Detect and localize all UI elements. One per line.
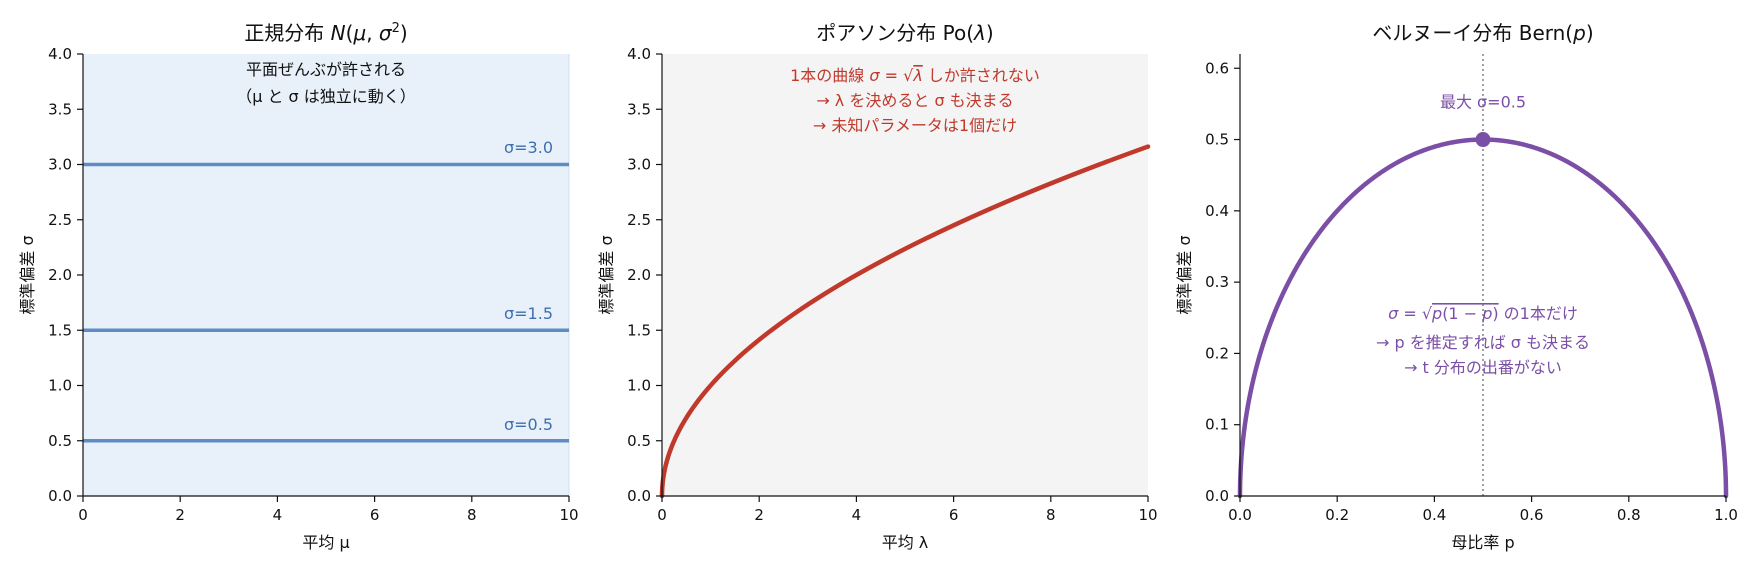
panel3-x-label: 母比率 p: [1451, 533, 1514, 552]
panel1-lines: [83, 162, 569, 443]
y-tick-label: 0.3: [1205, 273, 1229, 291]
y-tick-label: 0.0: [627, 487, 651, 505]
x-tick-label: 8: [467, 506, 477, 524]
panel-normal: σ=3.0 σ=1.5 σ=0.5 平面ぜんぶが許される （μ と σ は独立に…: [18, 21, 579, 552]
x-tick-label: 0.4: [1422, 506, 1446, 524]
y-tick-label: 2.0: [48, 266, 72, 284]
panel2-y-ticks: 0.0 0.5 1.0 1.5 2.0 2.5 3.0 3.5 4.0: [627, 45, 662, 505]
x-tick-label: 0.6: [1520, 506, 1544, 524]
panel2-x-ticks: 0 2 4 6 8 10: [657, 496, 1158, 524]
y-tick-label: 0.1: [1205, 416, 1229, 434]
series-label-sigma-0.5: σ=0.5: [504, 415, 553, 434]
panel1-x-ticks: 0 2 4 6 8 10: [78, 496, 579, 524]
panel3-annotation-line2: → p を推定すれば σ も決まる: [1376, 333, 1590, 352]
y-tick-label: 0.0: [1205, 487, 1229, 505]
y-tick-label: 3.5: [48, 100, 72, 118]
y-tick-label: 0.5: [48, 432, 72, 450]
panel3-x-ticks: 0.0 0.2 0.4 0.6 0.8 1.0: [1228, 496, 1738, 524]
y-tick-label: 2.5: [48, 211, 72, 229]
y-tick-label: 0.4: [1205, 202, 1229, 220]
x-tick-label: 0: [657, 506, 667, 524]
x-tick-label: 1.0: [1714, 506, 1738, 524]
panel2-title: ポアソン分布 Po(λ): [816, 21, 993, 45]
y-tick-label: 0.0: [48, 487, 72, 505]
x-tick-label: 4: [852, 506, 862, 524]
panel3-annotation-line3: → t 分布の出番がない: [1404, 358, 1562, 377]
y-tick-label: 3.5: [627, 100, 651, 118]
y-tick-label: 1.0: [627, 377, 651, 395]
y-tick-label: 4.0: [48, 45, 72, 63]
panel3-y-ticks: 0.0 0.1 0.2 0.3 0.4 0.5 0.6: [1205, 59, 1240, 505]
sqrt-lambda-curve: [659, 144, 1151, 499]
x-tick-label: 0: [78, 506, 88, 524]
panel2-annotation-line3: → 未知パラメータは1個だけ: [813, 116, 1017, 135]
panel-poisson: 1本の曲線 σ = √λ しか許されない → λ を決めると σ も決まる → …: [597, 21, 1158, 552]
y-tick-label: 1.5: [627, 321, 651, 339]
panel2-background: [662, 54, 1148, 496]
panel-bernoulli: 最大 σ=0.5 σ = √p(1 − p) の1本だけ → p を推定すれば …: [1175, 21, 1738, 552]
panel3-annotation-line1: σ = √p(1 − p) の1本だけ: [1388, 304, 1578, 323]
panel3-y-label: 標準偏差 σ: [1175, 235, 1194, 314]
series-label-sigma-1.5: σ=1.5: [504, 304, 553, 323]
max-point-marker: [1475, 132, 1491, 148]
x-tick-label: 6: [949, 506, 959, 524]
x-tick-label: 8: [1046, 506, 1056, 524]
y-tick-label: 3.0: [627, 156, 651, 174]
panel2-y-label: 標準偏差 σ: [597, 235, 616, 314]
y-tick-label: 4.0: [627, 45, 651, 63]
x-tick-label: 2: [175, 506, 185, 524]
x-tick-label: 0.2: [1325, 506, 1349, 524]
y-tick-label: 1.5: [48, 321, 72, 339]
panel1-y-label: 標準偏差 σ: [18, 235, 37, 314]
series-label-sigma-3: σ=3.0: [504, 138, 553, 157]
panel1-y-ticks: 0.0 0.5 1.0 1.5 2.0 2.5 3.0 3.5 4.0: [48, 45, 83, 505]
panel1-annotation-line1: 平面ぜんぶが許される: [246, 60, 406, 79]
panel1-title: 正規分布 N(μ, σ2): [244, 21, 407, 45]
y-tick-label: 2.0: [627, 266, 651, 284]
x-tick-label: 2: [754, 506, 764, 524]
x-tick-label: 0.0: [1228, 506, 1252, 524]
panel2-annotation-line1: 1本の曲線 σ = √λ しか許されない: [790, 66, 1040, 85]
y-tick-label: 0.5: [1205, 131, 1229, 149]
y-tick-label: 0.2: [1205, 344, 1229, 362]
x-tick-label: 4: [273, 506, 283, 524]
y-tick-label: 0.6: [1205, 59, 1229, 77]
max-point-label: 最大 σ=0.5: [1440, 93, 1526, 112]
x-tick-label: 10: [1138, 506, 1157, 524]
x-tick-label: 10: [559, 506, 578, 524]
panel1-background: [83, 54, 569, 496]
y-tick-label: 2.5: [627, 211, 651, 229]
panel2-x-label: 平均 λ: [882, 533, 929, 552]
x-tick-label: 6: [370, 506, 380, 524]
y-tick-label: 0.5: [627, 432, 651, 450]
panel1-line-labels: σ=3.0 σ=1.5 σ=0.5: [504, 138, 553, 434]
panel1-x-label: 平均 μ: [302, 533, 349, 552]
y-tick-label: 1.0: [48, 377, 72, 395]
panel2-annotation-line2: → λ を決めると σ も決まる: [816, 91, 1013, 110]
panel3-title: ベルヌーイ分布 Bern(p): [1372, 21, 1593, 45]
y-tick-label: 3.0: [48, 156, 72, 174]
x-tick-label: 0.8: [1617, 506, 1641, 524]
panel1-annotation-line2: （μ と σ は独立に動く）: [236, 87, 416, 106]
